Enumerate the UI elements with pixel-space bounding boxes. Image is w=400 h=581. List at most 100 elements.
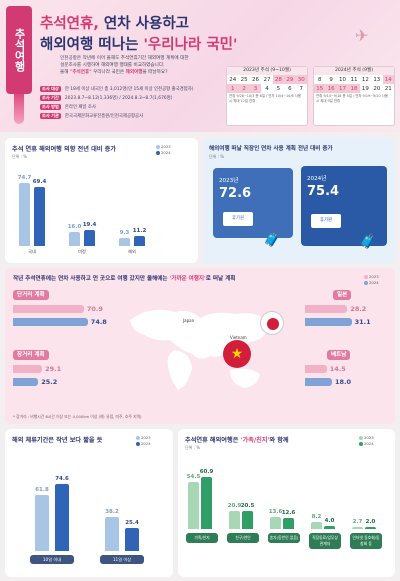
panel-title: 해외여행 떠날 직장인 연차 사용 계획 전년 대비 증가 — [209, 146, 333, 152]
bar-2023 — [19, 182, 30, 246]
calendar-grid: 8 9 10 11 12 13 14 15 16 17 18 19 20 21 — [314, 75, 394, 93]
calendar-title: 2023년 추석 (9~10월) — [227, 67, 307, 75]
chart-legend: 2024 — [356, 441, 374, 446]
calendar-day: 25 — [240, 76, 248, 83]
companion-panel: 추석연휴 해외여행은 '가족/친지'와 함께 단위 : % 2023 2024 … — [178, 429, 395, 577]
chart-legend: 2024 — [133, 441, 151, 446]
calendar-day: 10 — [339, 76, 347, 83]
calendar-2023: 2023년 추석 (9~10월) 24 25 26 27 28 29 30 1 2 3 4 5 6 7 연… — [226, 66, 308, 126]
short-haul-label: 단거리 계획 — [13, 290, 49, 300]
companion-bar-chart: 54.5 60.9 가족/친지 20.9 20.5 친구/연인 13.6 12.6 혼자(동반인… — [178, 429, 395, 577]
long-haul-label: 장거리 계획 — [13, 350, 49, 360]
calendar-day: 18 — [348, 84, 360, 93]
intro-part: 해외여행 — [125, 70, 143, 75]
unit-label: 단위 : % — [12, 154, 28, 159]
horizontal-bar — [13, 318, 88, 326]
data-label-2023: 13.6 — [268, 509, 283, 516]
legend-2024: 2024 — [161, 150, 171, 155]
section-title: 작년 추석연휴에는 연차 사용하고 먼 곳으로 여행 갔지만 올해에는 '가까운… — [13, 274, 235, 282]
calendar-day: 5 — [276, 85, 281, 92]
survey-label: 조사 기간 — [40, 95, 61, 101]
category-label: 11일 이상 — [100, 555, 144, 564]
panel-title: 추석연휴 해외여행은 '가족/친지'와 함께 — [185, 435, 289, 444]
leave-panel: 해외여행 떠날 직장인 연차 사용 계획 전년 대비 증가 단위 : % 202… — [203, 138, 395, 263]
calendar-day: 8 — [317, 76, 322, 83]
calendar-grid: 24 25 26 27 28 29 30 1 2 3 4 5 6 7 — [227, 75, 307, 93]
calendar-day: 11 — [350, 76, 358, 83]
chart-legend: 2023 — [133, 435, 151, 440]
card-value: 75.4 — [307, 184, 340, 199]
intro-part: 을 떠날까요? — [142, 70, 168, 75]
destination-section: 작년 추석연휴에는 연차 사용하고 먼 곳으로 여행 갔지만 올해에는 '가까운… — [5, 268, 395, 424]
data-label: 18.0 — [335, 378, 352, 386]
bar-2024 — [324, 525, 335, 529]
title-highlight: '가까운 여행지' — [169, 276, 206, 282]
chart-legend: 2023 — [356, 435, 374, 440]
calendar-day: 7 — [299, 85, 304, 92]
legend-dot-2023 — [364, 275, 368, 279]
data-label-2024: 25.4 — [125, 520, 139, 527]
category-label: 직장동료/업무상 관계자 — [309, 533, 341, 549]
data-label-2023: 20.9 — [227, 503, 242, 510]
stay-panel: 해외 체류기간은 작년 보다 짧을 듯 2023 2024 61.8 74.6 10… — [5, 429, 173, 577]
chart-legend: 2024 — [361, 280, 379, 285]
legend-2023: 2023 — [369, 274, 379, 279]
intro-line: 설문조사를 시행하여 해외여행 행태를 비교하였습니다. — [60, 63, 165, 68]
data-label-2023: 38.2 — [105, 508, 119, 515]
africa-landmass — [167, 350, 192, 390]
calendar-day: 3 — [249, 84, 262, 93]
legend-2023: 2023 — [364, 435, 374, 440]
legend-dot-2024 — [364, 281, 368, 285]
survey-label: 조사 대상 — [40, 86, 61, 92]
category-label: 10일 이내 — [30, 555, 74, 564]
data-label: 28.2 — [350, 305, 367, 313]
legend-dot-2024 — [359, 442, 363, 446]
legend-dot-2024 — [136, 442, 140, 446]
data-label: 25.2 — [41, 378, 58, 386]
calendar-day: 9 — [329, 76, 333, 83]
australia-landmass — [230, 368, 260, 388]
footnote: * 장거리 : 비행시간 6시간 이상 또는 4,000km 이상 (예: 유럽… — [13, 414, 142, 419]
horizontal-bar — [13, 365, 43, 373]
vietnam-map-label: Vietnam — [230, 335, 247, 340]
unit-label: 단위 : % — [185, 445, 201, 450]
traveler-icon: 🧳 — [359, 234, 377, 250]
leave-form-tag: 휴가원 — [223, 212, 253, 226]
title-part: 로 떠날 계획 — [205, 276, 236, 282]
legend-2024: 2024 — [141, 441, 151, 446]
calendar-day: 29 — [284, 75, 296, 84]
calendar-week: 15 16 17 18 19 20 21 — [314, 84, 394, 93]
destination-bar-chart: 70.9 74.8 29.1 25.2 28.2 31.1 14.5 18.0 — [5, 268, 395, 424]
survey-label: 조사 기관 — [40, 113, 61, 119]
calendar-day: 16 — [325, 84, 337, 93]
bar-2024 — [134, 236, 145, 246]
bar-2024 — [84, 229, 95, 246]
horizontal-bar — [13, 305, 84, 313]
survey-row: 조사 대상 만 18세 이상 내국인 총 3,012명(만 15세 이상 인천공항… — [40, 86, 193, 92]
card-2023: 2023년 72.6 휴가원 — [213, 168, 293, 238]
calendar-day: 1 — [227, 84, 239, 93]
calendar-day: 20 — [373, 85, 381, 92]
main-title-line2: 해외여행 떠나는 '우리나라 국민' — [40, 33, 237, 54]
intro-part: 우리나라 국민은 — [91, 70, 126, 75]
survey-text: 2023.8.7~8.12(1,336명) / 2024.8.3~8.7(1,6… — [64, 96, 173, 101]
data-label-2023: 2.7 — [352, 518, 363, 525]
intro-part: "추석연휴" — [69, 70, 92, 75]
title-part: 추석연휴 해외여행은 — [185, 437, 241, 444]
survey-row: 조사 기관 한국국제문화교류진흥원/인천국제공항공사 — [40, 113, 143, 119]
data-label-2024: 12.6 — [281, 510, 296, 517]
bar-2024 — [201, 476, 212, 529]
bar-2024 — [365, 527, 376, 529]
survey-text: 온라인 패널 조사 — [64, 105, 96, 110]
legend-2023: 2023 — [161, 144, 171, 149]
japan-flag-icon — [260, 311, 284, 335]
japan-map-label: Japan — [183, 318, 195, 323]
data-label-2023: 8.2 — [311, 513, 322, 520]
panel-title: 추석 연휴 해외여행 의향 전년 대비 증가 — [12, 146, 117, 153]
calendar-2024: 2024년 추석 (9월) 8 9 10 11 12 13 14 15 16 17 18 19 20 21… — [313, 66, 395, 126]
horizontal-bar — [305, 378, 332, 386]
panel-title: 해외 체류기간은 작년 보다 짧을 듯 — [12, 437, 103, 444]
vietnam-flag-icon: ★ — [223, 340, 251, 368]
category-label: 인터넷 동호회/동창회 등 — [350, 533, 382, 549]
data-label-2023: 54.5 — [186, 474, 201, 481]
